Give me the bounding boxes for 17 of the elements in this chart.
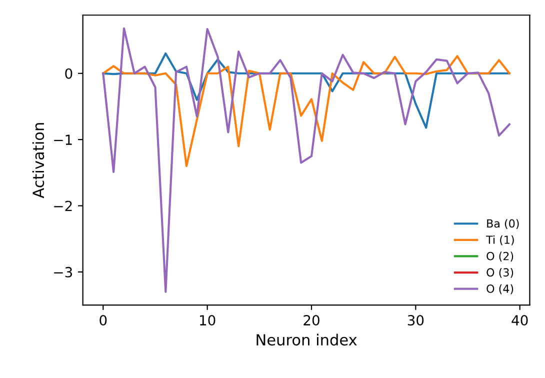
legend-label: Ti (1) (486, 235, 514, 246)
y-axis-title: Activation (32, 123, 44, 198)
legend-label: O (4) (486, 284, 514, 294)
y-tick-label: 0 (65, 68, 72, 79)
y-tick-label: −2 (54, 200, 72, 212)
x-tick-label: 10 (200, 315, 216, 326)
legend-label: Ba (0) (487, 219, 519, 229)
line-series (102, 55, 510, 168)
x-tick-label: 30 (408, 315, 424, 326)
legend-label: O (3) (486, 268, 514, 278)
y-tick-label: −3 (54, 266, 72, 278)
x-tick-label: 40 (512, 315, 528, 326)
x-axis-title: Neuron index (256, 334, 357, 346)
y-tick-label: −1 (54, 134, 72, 145)
x-tick-label: 0 (100, 315, 107, 326)
legend-label: O (2) (486, 252, 514, 262)
x-tick-label: 20 (304, 315, 320, 326)
